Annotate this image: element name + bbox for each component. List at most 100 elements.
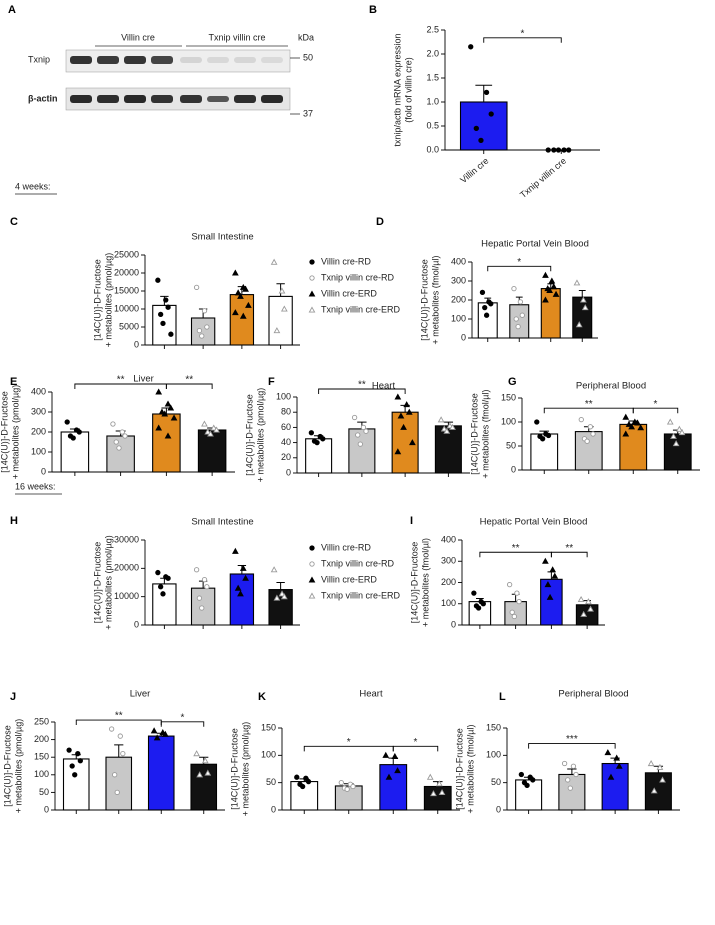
y-axis-label: + metabolites (pmol/µg) xyxy=(103,535,113,629)
data-point xyxy=(320,436,326,442)
data-point xyxy=(234,289,242,296)
error-bar xyxy=(547,283,555,289)
y-tick-label: 0 xyxy=(44,804,49,814)
y-axis-label: [14C(U)]-D-Fructose xyxy=(409,542,419,624)
panel-letter: A xyxy=(8,4,16,16)
data-point xyxy=(647,760,655,767)
chart-title: Heart xyxy=(372,381,396,392)
data-point xyxy=(622,413,630,420)
data-point xyxy=(114,789,120,796)
error-bar xyxy=(475,84,493,102)
data-point xyxy=(168,331,174,337)
data-point xyxy=(607,773,615,780)
data-point xyxy=(270,566,278,573)
significance-bracket xyxy=(632,407,679,414)
y-axis-label: [14C(U)]-D-Fructose xyxy=(2,725,12,807)
data-point xyxy=(542,271,549,278)
significance-label: * xyxy=(654,399,658,410)
y-tick-label: 20000 xyxy=(114,267,139,277)
y-tick-label: 50 xyxy=(491,777,501,787)
data-point xyxy=(567,785,573,791)
significance-bracket xyxy=(160,721,205,727)
data-point xyxy=(628,423,636,430)
data-point xyxy=(678,429,686,436)
data-point xyxy=(193,750,200,757)
significance-label: * xyxy=(414,737,418,748)
y-tick-label: 20000 xyxy=(114,563,139,573)
panel-letter: F xyxy=(268,376,275,388)
data-point xyxy=(385,773,393,780)
data-point xyxy=(566,147,572,153)
data-point xyxy=(471,590,477,596)
y-axis-label: [14C(U)]-D-Fructose xyxy=(469,393,479,475)
significance-label: ** xyxy=(512,543,520,554)
y-tick-label: 150 xyxy=(261,722,276,732)
data-point xyxy=(155,277,161,283)
blot-row-label: β-actin xyxy=(28,93,58,103)
panel-letter: G xyxy=(508,376,517,388)
data-point xyxy=(534,419,540,425)
data-point xyxy=(549,566,557,573)
data-point xyxy=(515,323,521,330)
data-point xyxy=(119,429,125,435)
y-tick-label: 0 xyxy=(496,804,501,814)
blot-strip xyxy=(65,49,291,73)
significance-label: ** xyxy=(358,380,366,391)
data-point xyxy=(357,441,363,447)
y-tick-label: 0 xyxy=(286,467,291,477)
data-point xyxy=(519,312,525,318)
bar xyxy=(509,304,530,339)
error-bar xyxy=(388,757,399,765)
data-point xyxy=(565,777,571,783)
data-point xyxy=(561,760,568,767)
data-point xyxy=(551,572,559,579)
data-point xyxy=(245,301,252,308)
data-point xyxy=(165,304,171,310)
y-tick-label: 300 xyxy=(441,556,456,566)
y-tick-label: 40 xyxy=(281,437,291,447)
data-point xyxy=(488,301,494,307)
data-point xyxy=(196,327,203,334)
x-tick-label: Txnip villin cre xyxy=(518,156,568,200)
legend-label: Txnip villin cre-RD xyxy=(321,558,395,568)
data-point xyxy=(555,147,562,153)
y-axis-label: txnip/actb mRNA expression xyxy=(392,33,402,146)
data-point xyxy=(155,424,163,431)
data-point xyxy=(164,400,172,407)
bar xyxy=(663,433,692,471)
data-point xyxy=(440,425,448,432)
data-point xyxy=(394,448,402,455)
bar xyxy=(558,773,586,811)
y-tick-label: 150 xyxy=(501,392,516,402)
y-tick-label: 100 xyxy=(261,750,276,760)
data-point xyxy=(161,730,169,737)
data-point xyxy=(613,754,621,761)
data-point xyxy=(483,89,490,96)
bar xyxy=(572,296,593,339)
chart-title: Hepatic Portal Vein Blood xyxy=(480,517,588,528)
data-point xyxy=(299,783,306,790)
data-point xyxy=(585,598,592,605)
significance-label: *** xyxy=(566,734,578,745)
data-point xyxy=(509,609,515,615)
y-axis-label: + metabolites (pmol/µg) xyxy=(240,722,250,816)
data-point xyxy=(468,44,474,50)
data-point xyxy=(64,419,70,425)
data-point xyxy=(108,726,115,732)
bar xyxy=(477,302,498,339)
y-tick-label: 100 xyxy=(451,313,466,323)
data-point xyxy=(581,304,589,311)
y-tick-label: 300 xyxy=(31,406,46,416)
data-point xyxy=(77,758,83,764)
bar xyxy=(423,785,452,811)
data-point xyxy=(170,414,178,421)
bar xyxy=(504,601,527,626)
data-point xyxy=(350,783,356,790)
data-point xyxy=(409,439,416,446)
data-point xyxy=(403,401,411,408)
y-tick-label: 0 xyxy=(451,619,456,629)
y-tick-label: 250 xyxy=(34,716,49,726)
data-point xyxy=(163,297,169,303)
legend-marker xyxy=(308,576,316,583)
